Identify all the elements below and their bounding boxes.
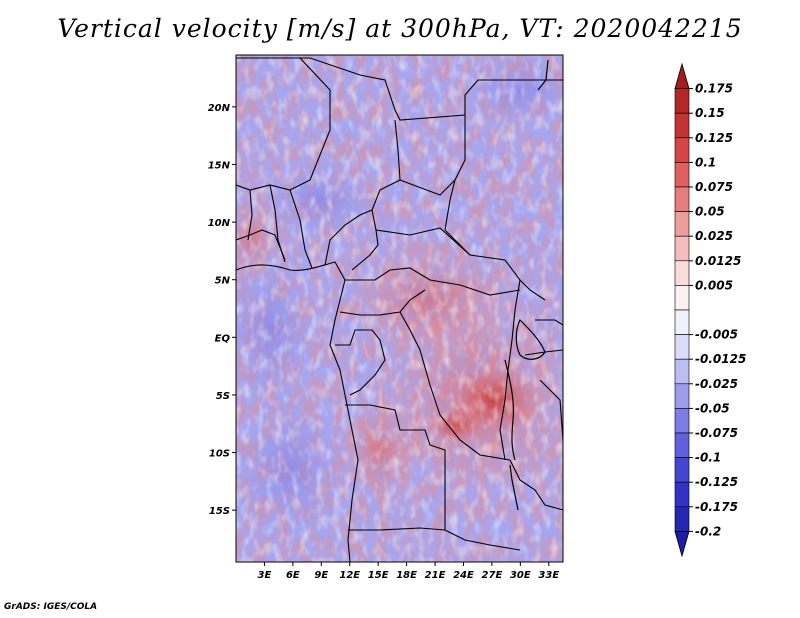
colorbar-label: 0.005 [695,278,733,292]
lon-axis: 3E 6E 9E 12E 15E 18E 21E 24E 27E 30E 33E [258,562,559,581]
colorbar-swatch [674,457,690,483]
lon-tick-label: 18E [396,570,417,581]
colorbar-swatch [674,88,690,114]
colorbar-label: -0.005 [695,328,738,342]
colorbar-label: 0.025 [695,229,733,243]
lon-tick-label: 15E [368,570,389,581]
colorbar-label: -0.125 [695,475,738,489]
lat-tick-label: 15S [209,506,230,517]
colorbar-label: -0.2 [695,524,721,538]
lon-tick-label: 12E [339,570,360,581]
colorbar-swatch [674,186,690,212]
lat-tick-label: 5N [215,276,231,287]
lon-tick-label: 3E [258,570,272,581]
lat-tick-label: 15N [208,160,231,171]
colorbar-swatch [674,62,690,89]
plot-frame [235,54,564,563]
colorbar-swatch [674,112,690,139]
colorbar-label: 0.05 [695,205,725,219]
colorbar-label: 0.125 [695,131,733,145]
colorbar-swatch [674,285,690,311]
lat-tick-label: 5S [216,391,230,402]
lat-axis: 20N 15N 10N 5N EQ 5S 10S 15S [208,103,236,517]
colorbar-swatch [674,432,690,458]
colorbar: 0.175 0.15 0.125 0.1 0.075 0.05 0.025 0.0125 0.0… [674,62,746,558]
colorbar-label: 0.15 [695,106,725,120]
colorbar-label: 0.075 [695,180,733,194]
map-title: Vertical velocity [m/s] at 300hPa, VT: 2… [57,14,743,43]
lat-tick-label: 10N [208,218,231,229]
colorbar-label: -0.175 [695,500,738,514]
colorbar-label: 0.175 [695,82,733,96]
colorbar-swatch [674,334,690,360]
colorbar-label: -0.1 [695,451,721,465]
lon-tick-label: 24E [453,570,474,581]
colorbar-label: -0.0125 [695,352,746,366]
colorbar-label: 0.1 [695,155,716,169]
lat-tick-label: 20N [208,103,231,114]
colorbar-swatch [674,408,690,434]
colorbar-swatch [674,506,690,532]
lat-tick-label: EQ [215,333,231,344]
colorbar-swatch [674,260,690,286]
colorbar-swatch [674,162,690,188]
lon-tick-label: 30E [510,570,531,581]
colorbar-label: -0.025 [695,377,738,391]
lat-tick-label: 10S [209,449,230,460]
colorbar-swatch [674,309,690,335]
lakes [504,59,549,511]
lon-tick-label: 6E [286,570,300,581]
colorbar-swatch [674,137,690,163]
colorbar-swatch [674,481,690,508]
lon-tick-label: 27E [482,570,503,581]
colorbar-swatch [674,383,690,409]
colorbar-label: -0.05 [695,401,730,415]
colorbar-label: -0.075 [695,426,738,440]
colorbar-swatch [674,531,690,558]
colorbar-swatch [674,211,690,237]
map-field [236,55,563,562]
colorbar-swatch [674,358,690,385]
country-borders [236,57,563,562]
lon-tick-label: 9E [314,570,328,581]
lon-tick-label: 33E [538,570,559,581]
colorbar-swatch [674,235,690,262]
grads-credit: GrADS: IGES/COLA [4,602,98,612]
colorbar-label: 0.0125 [695,254,741,268]
lon-tick-label: 21E [425,570,446,581]
